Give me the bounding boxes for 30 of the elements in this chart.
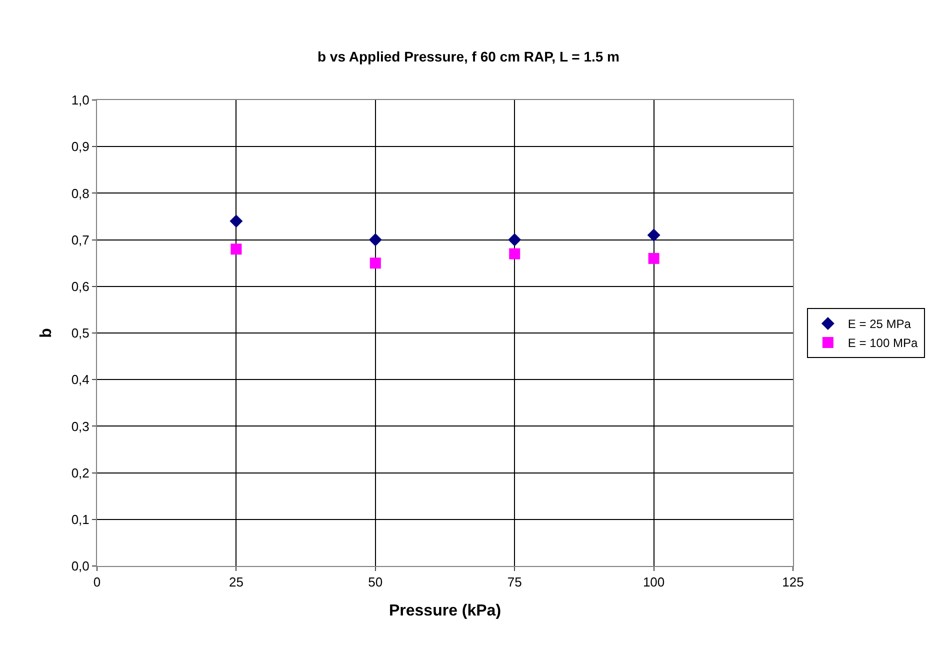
y-tick-label: 1,0	[71, 92, 90, 108]
y-tick-label: 0,3	[71, 418, 90, 434]
y-tick-label: 0,7	[71, 232, 90, 248]
y-tick-label: 0,2	[71, 465, 90, 480]
x-tick-label: 25	[228, 574, 244, 590]
point	[647, 228, 660, 242]
point	[370, 258, 381, 269]
point	[230, 214, 243, 228]
x-axis-title: Pressure (kPa)	[388, 602, 502, 620]
legend-label: E = 25 MPa	[848, 317, 912, 332]
y-tick-label: 0,4	[71, 372, 90, 388]
point	[648, 252, 660, 264]
y-tick-label: 0,8	[71, 186, 90, 201]
x-tick-label: 125	[782, 574, 804, 590]
y-tick-label: 0,6	[71, 278, 90, 294]
y-axis-title: b	[38, 328, 56, 338]
y-tick-label: 0,1	[71, 512, 90, 527]
x-tick-label: 0	[93, 574, 101, 590]
point	[230, 244, 242, 255]
x-tick-label: 75	[507, 574, 522, 590]
point	[508, 233, 522, 246]
point	[368, 233, 382, 246]
point	[509, 248, 520, 260]
x-tick-label: 50	[368, 574, 383, 590]
y-tick-label: 0,5	[71, 326, 90, 341]
chart-title: b vs Applied Pressure, f 60 cm RAP, L = 1.5 m	[317, 48, 620, 64]
y-tick-label: 0,9	[71, 139, 90, 154]
x-tick-label: 100	[642, 574, 665, 590]
y-tick-label: 0,0	[71, 558, 90, 574]
legend-label: E = 100 MPa	[848, 336, 918, 350]
